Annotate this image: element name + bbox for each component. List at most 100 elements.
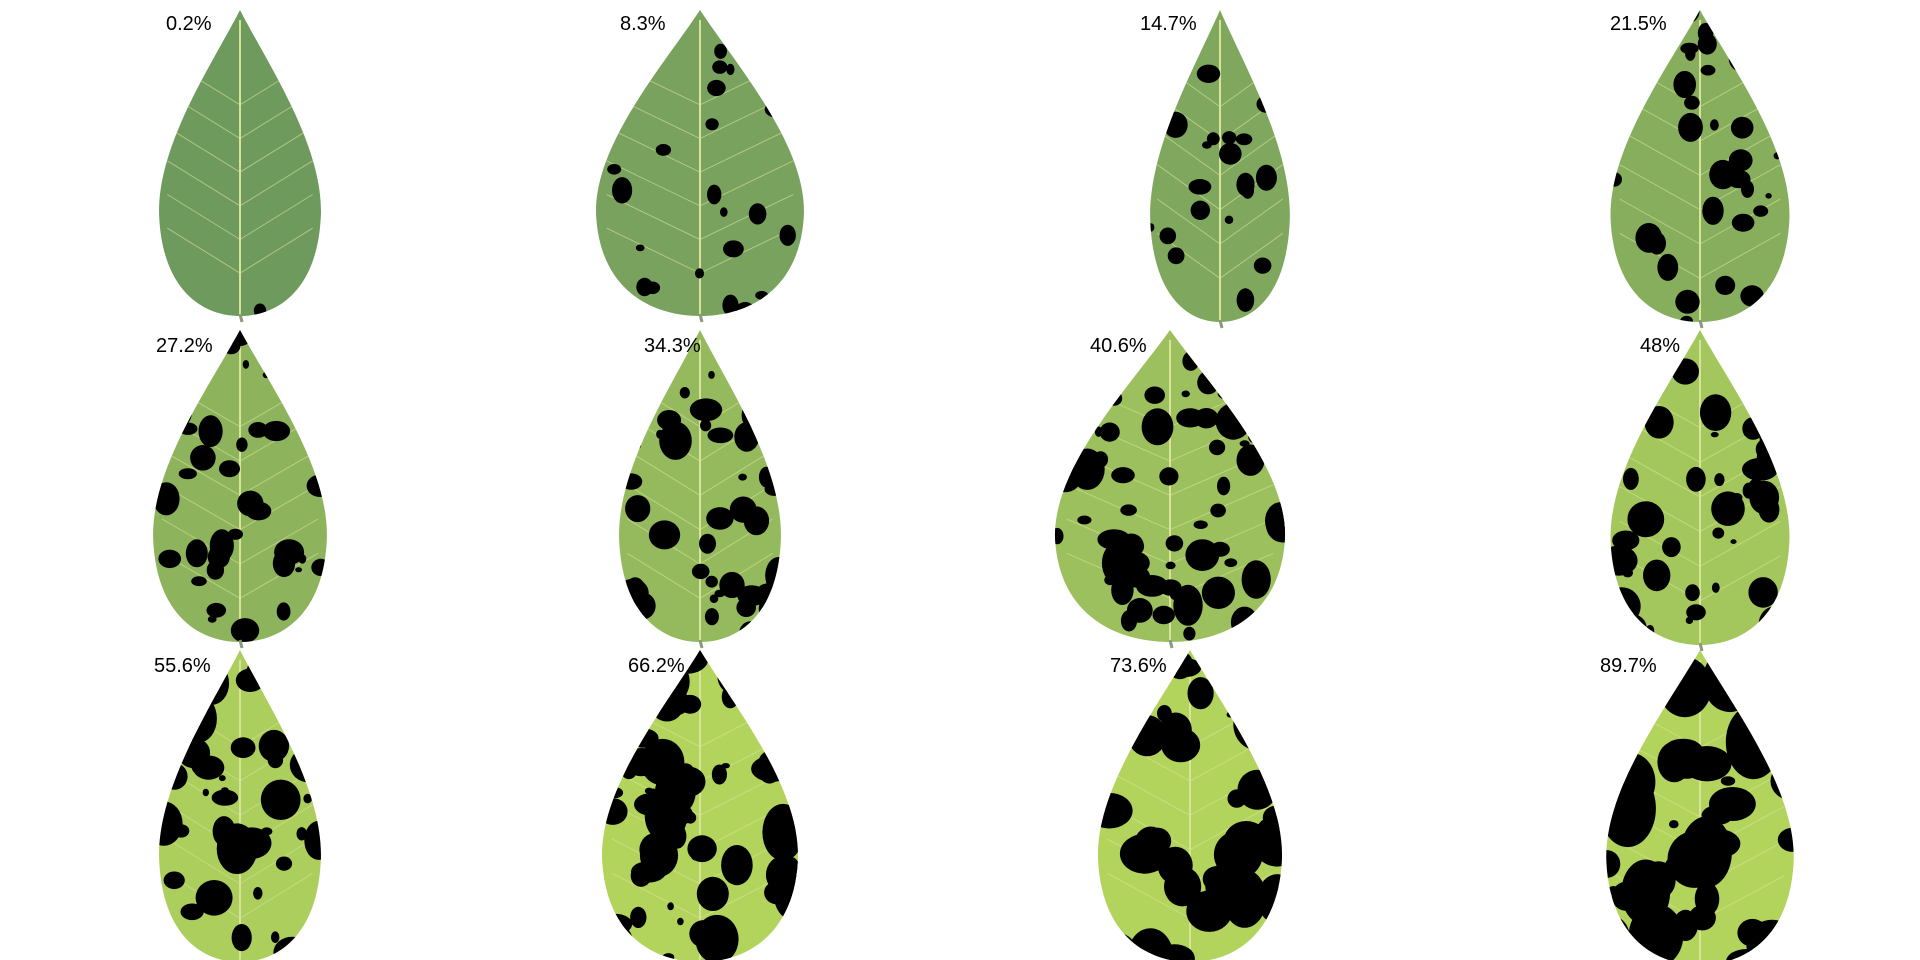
- damage-spot: [264, 661, 300, 685]
- damage-spot: [1196, 64, 1221, 84]
- damage-spot: [1127, 538, 1145, 555]
- damage-spot: [1748, 577, 1778, 608]
- damage-spot: [232, 827, 272, 859]
- leaf-petiole: [1698, 642, 1704, 652]
- damage-spot: [1657, 741, 1691, 783]
- damage-spot: [181, 694, 217, 743]
- damage-spot: [1685, 584, 1700, 602]
- damage-spot: [1253, 257, 1272, 274]
- damage-spot: [159, 801, 183, 846]
- damage-percentage-label: 34.3%: [644, 335, 701, 357]
- damage-spot: [160, 938, 168, 943]
- damage-spot: [668, 823, 687, 849]
- leaf-vein: [699, 194, 794, 240]
- leaf-image: [619, 330, 781, 649]
- leaf-vein: [1156, 198, 1221, 245]
- damage-spot: [1742, 417, 1764, 440]
- damage-spot: [757, 750, 782, 784]
- damage-spot: [1773, 152, 1781, 160]
- damage-spot: [1186, 890, 1233, 932]
- leaf-vein: [167, 227, 241, 274]
- damage-spot: [1635, 223, 1663, 253]
- damage-spot: [748, 203, 767, 225]
- damage-spot: [1606, 684, 1628, 717]
- damage-spot: [1725, 704, 1782, 780]
- damage-spot: [1106, 391, 1123, 406]
- damage-spot: [684, 811, 697, 824]
- damage-spot: [1765, 296, 1784, 312]
- damage-spot: [723, 240, 744, 258]
- leaf-vein: [1189, 804, 1273, 851]
- damage-spot: [787, 729, 798, 748]
- damage-spot: [737, 585, 767, 606]
- leaf-image: [1606, 650, 1794, 960]
- damage-spot: [1606, 737, 1631, 769]
- damage-spot: [1260, 621, 1286, 641]
- damage-spot: [271, 931, 280, 943]
- damage-spot: [287, 671, 321, 707]
- damage-spot: [230, 618, 260, 642]
- damage-spot: [1709, 159, 1737, 190]
- damage-spot: [1217, 476, 1231, 496]
- damage-spot: [624, 627, 643, 640]
- damage-spot: [634, 443, 641, 449]
- damage-spot: [736, 10, 758, 25]
- damage-spot: [1680, 315, 1693, 322]
- damage-spot: [183, 366, 210, 386]
- damage-spot: [1209, 439, 1226, 456]
- damage-spot: [1625, 343, 1640, 359]
- damage-spot: [1210, 503, 1226, 518]
- damage-spot: [1256, 95, 1277, 113]
- damage-spot: [704, 608, 719, 626]
- leaf-image: [1610, 10, 1790, 329]
- leaf-vein: [606, 227, 701, 274]
- damage-spot: [636, 277, 653, 297]
- damage-spot: [706, 507, 734, 530]
- damage-spot: [1633, 403, 1651, 415]
- damage-spot: [1632, 69, 1655, 96]
- damage-spot: [768, 377, 781, 397]
- damage-spot: [607, 164, 622, 175]
- damage-spot: [1255, 728, 1283, 769]
- damage-spot: [1233, 698, 1281, 751]
- damage-spot: [1710, 431, 1719, 438]
- damage-spot: [1181, 390, 1190, 398]
- damage-spot: [1606, 700, 1631, 744]
- damage-spot: [717, 658, 752, 695]
- damage-spot: [655, 144, 672, 156]
- damage-spot: [707, 427, 734, 444]
- damage-spot: [172, 824, 190, 838]
- damage-spot: [158, 549, 182, 569]
- damage-spot: [191, 576, 207, 587]
- damage-spot: [1222, 131, 1237, 145]
- damage-spot: [1159, 579, 1182, 596]
- damage-spot: [191, 758, 203, 774]
- damage-spot: [1183, 626, 1196, 641]
- damage-spot: [714, 657, 733, 679]
- damage-spot: [1248, 429, 1260, 443]
- damage-spot: [630, 906, 647, 928]
- damage-spot: [767, 607, 775, 612]
- damage-spot: [308, 440, 323, 452]
- damage-spot: [1165, 535, 1184, 552]
- damage-spot: [1757, 397, 1770, 412]
- damage-spot: [1257, 874, 1283, 924]
- damage-spot: [1710, 650, 1732, 663]
- damage-spot: [153, 608, 171, 628]
- damage-spot: [1101, 541, 1135, 585]
- damage-spot: [1629, 724, 1639, 733]
- damage-spot: [262, 420, 291, 442]
- leaf-vein: [239, 518, 319, 565]
- damage-spot: [198, 415, 223, 448]
- damage-spot: [762, 51, 774, 67]
- damage-spot: [1054, 605, 1070, 618]
- damage-spot: [1699, 394, 1732, 431]
- leaf-petiole: [698, 313, 704, 323]
- damage-spot: [657, 802, 693, 827]
- leaf-panel: 89.7%: [1560, 640, 1900, 960]
- damage-spot: [1152, 605, 1175, 625]
- damage-spot: [689, 920, 718, 948]
- damage-spot: [1770, 762, 1794, 800]
- damage-spot: [755, 290, 769, 300]
